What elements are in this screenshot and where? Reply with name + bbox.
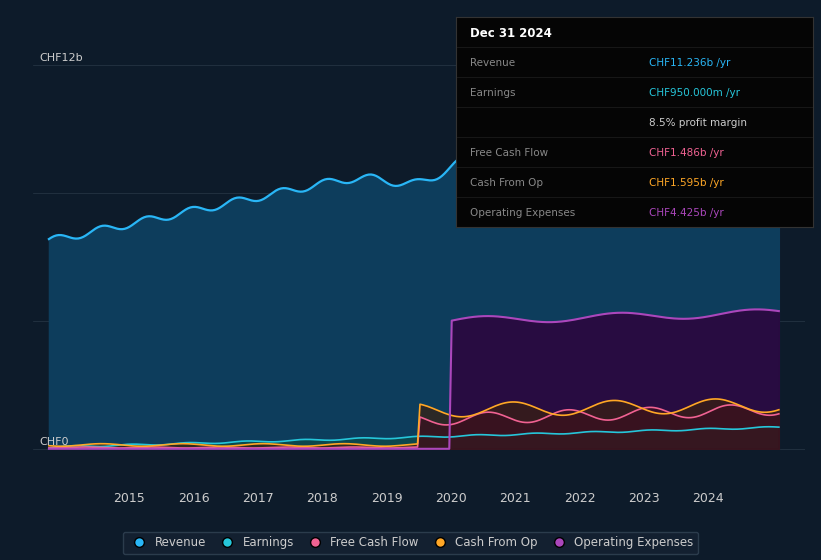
Text: 8.5% profit margin: 8.5% profit margin: [649, 118, 746, 128]
Text: Operating Expenses: Operating Expenses: [470, 208, 576, 218]
Text: CHF950.000m /yr: CHF950.000m /yr: [649, 88, 740, 99]
Text: CHF1.486b /yr: CHF1.486b /yr: [649, 148, 723, 158]
Text: Free Cash Flow: Free Cash Flow: [470, 148, 548, 158]
Text: Dec 31 2024: Dec 31 2024: [470, 27, 552, 40]
Text: Cash From Op: Cash From Op: [470, 178, 543, 188]
Text: Earnings: Earnings: [470, 88, 516, 99]
Text: CHF12b: CHF12b: [39, 53, 83, 63]
Legend: Revenue, Earnings, Free Cash Flow, Cash From Op, Operating Expenses: Revenue, Earnings, Free Cash Flow, Cash …: [122, 531, 699, 554]
Text: CHF0: CHF0: [39, 437, 69, 447]
Text: CHF11.236b /yr: CHF11.236b /yr: [649, 58, 730, 68]
Text: Revenue: Revenue: [470, 58, 515, 68]
Text: CHF1.595b /yr: CHF1.595b /yr: [649, 178, 723, 188]
Text: CHF4.425b /yr: CHF4.425b /yr: [649, 208, 723, 218]
